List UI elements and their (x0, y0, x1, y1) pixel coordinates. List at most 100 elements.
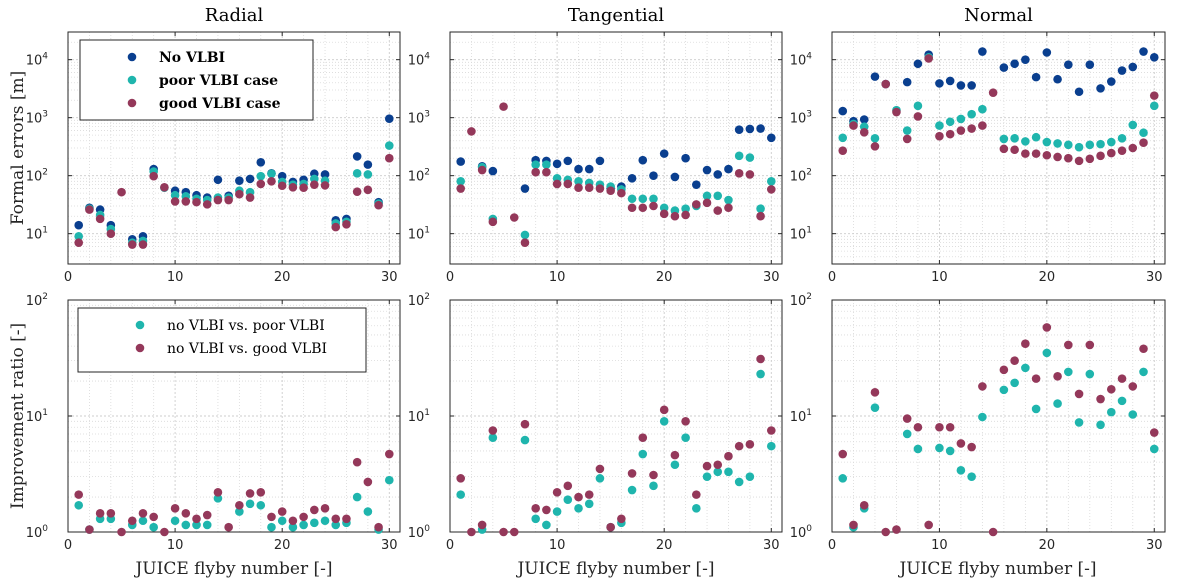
data-point (606, 522, 615, 532)
data-point (213, 494, 223, 503)
data-point (235, 189, 244, 199)
data-point (1149, 52, 1159, 62)
legend-label: No VLBI (159, 50, 225, 66)
y-tick-label: 101 (26, 226, 48, 243)
data-point (542, 167, 551, 177)
data-point (1096, 84, 1105, 93)
data-point (724, 195, 733, 205)
data-point (724, 467, 733, 477)
data-point (1085, 369, 1095, 379)
data-point (838, 474, 848, 483)
data-point (617, 188, 626, 198)
data-point (1031, 374, 1041, 383)
data-point (1139, 138, 1148, 148)
data-point (870, 72, 880, 81)
data-point (956, 114, 966, 124)
x-tick-label: 30 (1146, 270, 1163, 285)
legend-label: no VLBI vs. poor VLBI (167, 318, 325, 334)
data-point (913, 422, 923, 432)
data-point (1053, 152, 1062, 162)
data-point (617, 514, 626, 524)
data-point (138, 508, 148, 518)
axes-box (831, 31, 1166, 265)
data-point (563, 495, 573, 504)
data-point (692, 490, 701, 499)
data-point (756, 211, 765, 221)
data-point (352, 152, 362, 161)
x-tick-label: 0 (64, 270, 72, 285)
data-point (352, 457, 362, 467)
data-point (999, 385, 1009, 395)
data-point (256, 179, 266, 189)
data-point (1096, 151, 1105, 161)
data-point (670, 450, 680, 460)
data-point (638, 194, 648, 204)
data-point (849, 121, 858, 130)
data-point (766, 133, 776, 143)
data-point (881, 527, 891, 537)
data-point (999, 134, 1009, 144)
data-point (681, 210, 690, 220)
data-point (838, 133, 848, 143)
data-point (552, 159, 562, 169)
subplot-5: 0 10 20 30 100 101 102 (408, 292, 783, 553)
data-point (542, 520, 551, 530)
data-point (1117, 396, 1127, 406)
data-point (1053, 371, 1062, 381)
data-point (734, 125, 744, 135)
data-point (363, 170, 373, 179)
data-point (713, 206, 723, 215)
data-point (95, 214, 105, 224)
data-point (342, 514, 351, 524)
data-point (935, 121, 944, 130)
data-point (584, 183, 594, 193)
data-point (584, 499, 594, 509)
data-point (945, 422, 955, 432)
series-3 (838, 54, 1159, 166)
data-point (649, 481, 658, 491)
data-point (1031, 404, 1041, 414)
data-point (999, 63, 1009, 72)
data-point (202, 520, 212, 530)
data-point (542, 160, 551, 169)
series-3 (74, 153, 394, 249)
x-tick-label: 30 (763, 270, 780, 285)
data-point (138, 516, 148, 526)
data-point (1117, 66, 1127, 75)
data-point (902, 429, 912, 439)
data-point (638, 449, 648, 459)
data-point (170, 190, 180, 200)
data-point (117, 187, 126, 197)
data-point (574, 176, 583, 186)
legend-marker (127, 52, 137, 62)
data-point (256, 171, 266, 181)
data-point (870, 134, 880, 143)
data-point (1149, 91, 1159, 100)
data-point (595, 156, 605, 166)
data-point (649, 194, 658, 204)
data-point (363, 507, 373, 516)
data-point (320, 516, 330, 526)
data-point (638, 155, 648, 165)
x-tick-label: 10 (167, 538, 184, 553)
data-point (1053, 74, 1062, 84)
data-point (531, 504, 540, 513)
data-point (702, 472, 712, 481)
data-point (584, 490, 594, 499)
x-tick-label: 0 (828, 538, 836, 553)
data-point (509, 213, 519, 222)
y-tick-label: 100 (408, 524, 431, 541)
data-point (520, 419, 530, 429)
data-point (74, 238, 84, 247)
data-point (1031, 149, 1041, 158)
data-point (552, 487, 562, 497)
data-point (74, 220, 84, 230)
legend-label: no VLBI vs. good VLBI (167, 341, 327, 357)
data-point (734, 151, 744, 161)
y-tick-label: 101 (408, 226, 430, 243)
data-point (913, 444, 923, 454)
data-point (766, 426, 776, 435)
legend-marker (127, 98, 137, 108)
data-point (74, 232, 84, 241)
